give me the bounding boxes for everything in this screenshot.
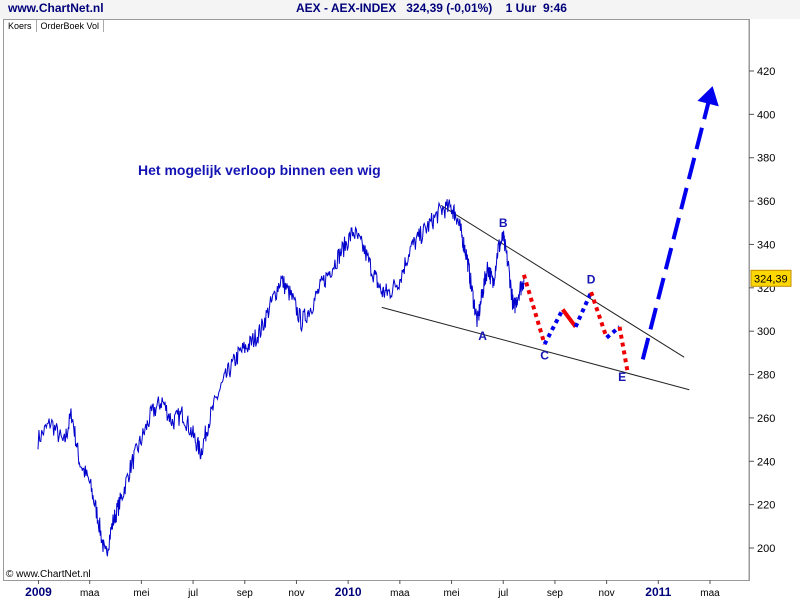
breakout-arrow-shaft bbox=[640, 99, 712, 360]
wave-label: C bbox=[540, 348, 549, 362]
x-tick-label: sep bbox=[237, 588, 254, 599]
x-tick-label: nov bbox=[599, 588, 615, 599]
chart-title: Het mogelijk verloop binnen een wig bbox=[138, 162, 381, 178]
y-tick-label: 260 bbox=[757, 413, 775, 425]
y-tick-label: 360 bbox=[757, 196, 775, 208]
y-tick-label: 240 bbox=[757, 456, 775, 468]
wedge-trendline bbox=[381, 306, 690, 391]
y-tick-label: 400 bbox=[757, 109, 775, 121]
x-tick-label: jul bbox=[187, 588, 198, 599]
wave-label: A bbox=[478, 329, 487, 343]
x-tick-label: maa bbox=[390, 588, 410, 599]
price-line bbox=[37, 199, 525, 557]
x-tick-label: sep bbox=[547, 588, 564, 599]
wave-projection-segment bbox=[573, 291, 593, 328]
tab-koers[interactable]: Koers bbox=[4, 20, 37, 32]
x-tick-label: nov bbox=[288, 588, 304, 599]
wave-projection-segment bbox=[521, 274, 547, 345]
site-name[interactable]: www.ChartNet.nl bbox=[8, 1, 104, 15]
instrument-quote-header: AEX - AEX-INDEX 324,39 (-0,01%) 1 Uur 9:… bbox=[296, 1, 567, 15]
chart-panel bbox=[3, 19, 750, 581]
x-tick-label: maa bbox=[80, 588, 100, 599]
chart-tabs: Koers OrderBoek Vol bbox=[4, 20, 105, 33]
copyright-notice: © www.ChartNet.nl bbox=[6, 569, 91, 580]
y-tick-label: 340 bbox=[757, 239, 775, 251]
wave-projection-segment bbox=[589, 291, 609, 339]
wave-projection-segment bbox=[561, 308, 578, 329]
y-tick-label: 220 bbox=[757, 500, 775, 512]
wave-projection-segment bbox=[617, 326, 630, 371]
tab-orderboek-vol[interactable]: OrderBoek Vol bbox=[37, 20, 105, 32]
wave-projection-segment bbox=[605, 325, 621, 340]
x-tick-label: jul bbox=[497, 588, 508, 599]
x-tick-label: mei bbox=[443, 588, 459, 599]
y-tick-label: 280 bbox=[757, 370, 775, 382]
x-tick-label: maa bbox=[700, 588, 720, 599]
last-price-label: 324,39 bbox=[754, 273, 788, 285]
last-price-box bbox=[750, 269, 792, 287]
wave-label: E bbox=[618, 370, 626, 384]
chart-header: www.ChartNet.nl AEX - AEX-INDEX 324,39 (… bbox=[0, 0, 800, 19]
wedge-trendline bbox=[440, 205, 685, 358]
y-tick-label: 300 bbox=[757, 326, 775, 338]
wave-label: D bbox=[587, 272, 596, 286]
breakout-arrow-head bbox=[697, 86, 719, 107]
y-tick-label: 200 bbox=[757, 543, 775, 555]
wave-label: B bbox=[499, 216, 508, 230]
wave-projection-segment bbox=[542, 308, 565, 346]
x-tick-label: 2010 bbox=[335, 585, 362, 599]
x-tick-label: 2011 bbox=[645, 585, 671, 599]
y-tick-label: 380 bbox=[757, 153, 775, 165]
x-tick-label: 2009 bbox=[25, 585, 52, 599]
y-tick-label: 420 bbox=[757, 66, 775, 78]
x-tick-label: mei bbox=[133, 588, 149, 599]
